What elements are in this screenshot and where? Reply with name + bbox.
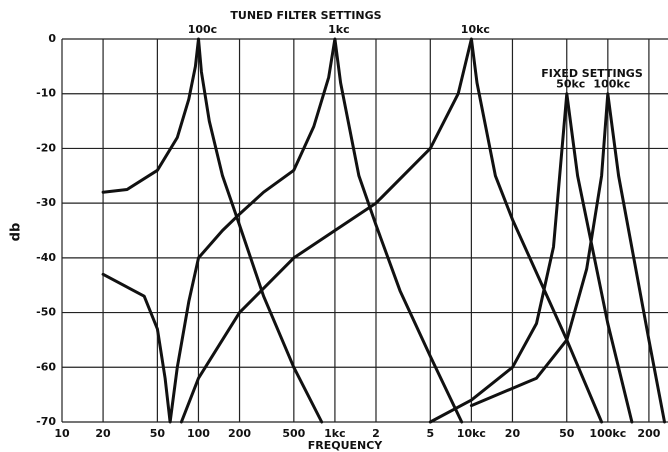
x-tick-label: 200	[637, 427, 660, 440]
x-tick-label: 50	[150, 427, 166, 440]
x-tick-label: 20	[505, 427, 521, 440]
x-tick-label: 100	[187, 427, 210, 440]
x-tick-label: 500	[282, 427, 305, 440]
series-label: 100kc	[593, 78, 630, 91]
y-tick-label: 0	[48, 32, 56, 45]
chart-title: TUNED FILTER SETTINGS	[230, 9, 381, 22]
x-tick-label: 2	[372, 427, 380, 440]
x-tick-label: 10kc	[457, 427, 486, 440]
y-tick-label: -40	[36, 251, 56, 264]
series-label: 10kc	[461, 23, 490, 36]
y-tick-label: -60	[36, 360, 56, 373]
series-label: 100c	[188, 23, 217, 36]
series-line	[101, 37, 324, 424]
y-tick-label: -10	[36, 87, 56, 100]
x-tick-label: 200	[228, 427, 251, 440]
y-tick-label: -30	[36, 196, 56, 209]
x-axis-label: FREQUENCY	[308, 439, 384, 452]
series-label: 1kc	[328, 23, 350, 36]
series-line	[469, 92, 666, 424]
y-tick-label: -50	[36, 306, 56, 319]
x-tick-label: 10	[54, 427, 70, 440]
series-label: 50kc	[556, 78, 585, 91]
series-line	[428, 92, 634, 424]
x-tick-label: 5	[426, 427, 434, 440]
x-tick-label: 100kc	[589, 427, 626, 440]
y-tick-label: -20	[36, 141, 56, 154]
y-tick-label: -70	[36, 415, 56, 428]
series-line	[179, 37, 604, 424]
x-tick-label: 20	[95, 427, 111, 440]
x-tick-label: 1kc	[324, 427, 346, 440]
y-axis-label: db	[9, 223, 24, 242]
x-tick-label: 50	[559, 427, 575, 440]
